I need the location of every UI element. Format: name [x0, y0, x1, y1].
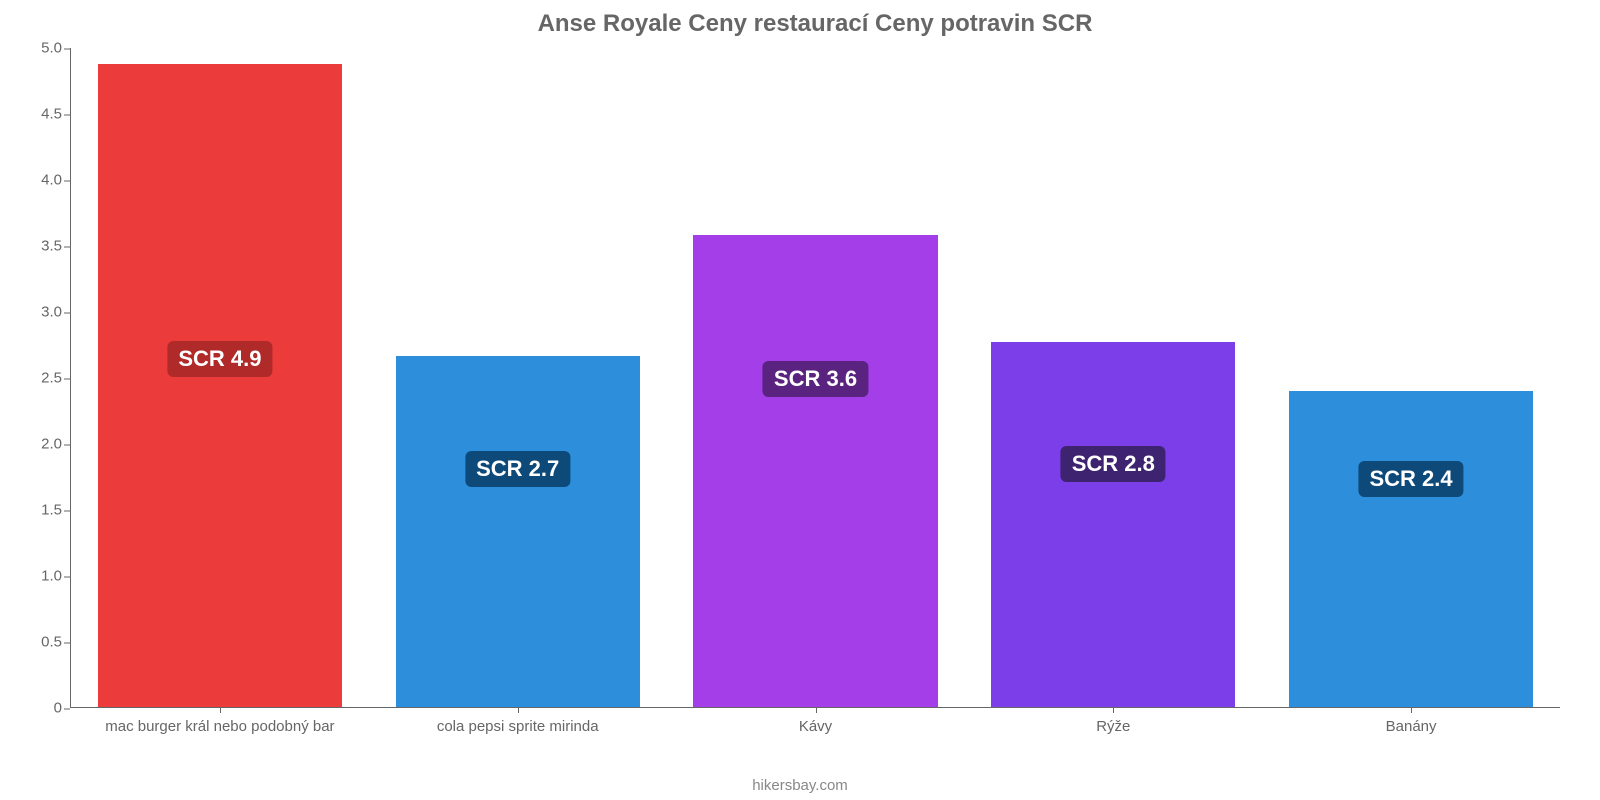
y-tick-label: 0.5: [41, 634, 62, 651]
bar-value-label: SCR 2.7: [465, 451, 570, 487]
bar-slot: SCR 2.8: [964, 48, 1262, 707]
x-tick: [518, 707, 519, 713]
x-tick: [1113, 707, 1114, 713]
bar: [991, 342, 1235, 707]
bar-value-label: SCR 3.6: [763, 361, 868, 397]
bar: [396, 356, 640, 707]
bar: [98, 64, 342, 707]
x-tick-label: mac burger král nebo podobný bar: [71, 718, 369, 735]
bar-slot: SCR 3.6: [667, 48, 965, 707]
y-tick-label: 2.0: [41, 436, 62, 453]
x-tick: [1411, 707, 1412, 713]
x-tick: [220, 707, 221, 713]
bar-slot: SCR 2.7: [369, 48, 667, 707]
bar-slot: SCR 2.4: [1262, 48, 1560, 707]
y-tick-label: 4.5: [41, 106, 62, 123]
plot-area: SCR 4.9SCR 2.7SCR 3.6SCR 2.8SCR 2.4 mac …: [70, 48, 1560, 708]
x-tick-label: Rýže: [964, 718, 1262, 735]
y-tick-label: 4.0: [41, 172, 62, 189]
chart-title: Anse Royale Ceny restaurací Ceny potravi…: [70, 10, 1560, 38]
x-axis-labels: mac burger král nebo podobný barcola pep…: [71, 718, 1560, 735]
y-tick-label: 3.5: [41, 238, 62, 255]
y-tick-label: 3.0: [41, 304, 62, 321]
plot-outer: 00.51.01.52.02.53.03.54.04.55.0 SCR 4.9S…: [70, 48, 1560, 708]
y-tick-label: 1.5: [41, 502, 62, 519]
bar: [693, 235, 937, 707]
bar: [1289, 391, 1533, 707]
bar-value-label: SCR 4.9: [167, 341, 272, 377]
chart-footer: hikersbay.com: [0, 777, 1600, 794]
bars-group: SCR 4.9 SCR 2.7 SCR 3.6 SCR 2.8 SCR 2.4: [71, 48, 1560, 707]
bar-slot: SCR 4.9: [71, 48, 369, 707]
y-tick-label: 0: [54, 700, 62, 717]
x-tick-label: cola pepsi sprite mirinda: [369, 718, 667, 735]
bar-value-label: SCR 2.4: [1359, 461, 1464, 497]
y-axis: 00.51.01.52.02.53.03.54.04.55.0: [15, 48, 70, 708]
bar-value-label: SCR 2.8: [1061, 446, 1166, 482]
x-tick-label: Kávy: [667, 718, 965, 735]
y-tick-label: 1.0: [41, 568, 62, 585]
y-tick-label: 2.5: [41, 370, 62, 387]
x-tick: [816, 707, 817, 713]
chart-container: Anse Royale Ceny restaurací Ceny potravi…: [0, 0, 1600, 800]
x-tick-label: Banány: [1262, 718, 1560, 735]
y-tick-label: 5.0: [41, 40, 62, 57]
